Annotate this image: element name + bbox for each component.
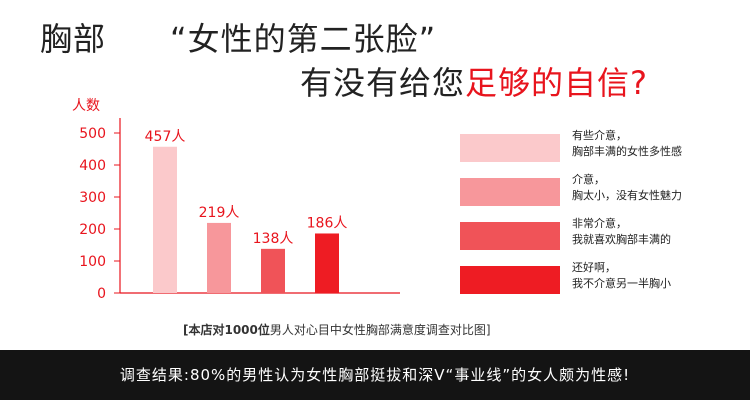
survey-result-banner: 调查结果:80%的男性认为女性胸部挺拔和深V“事业线”的女人颇为性感! (0, 350, 750, 400)
bar-chart: 人数 0 100 200 300 400 500 457人 219人 138人 186人 (72, 98, 400, 302)
y-tick-label: 400 (79, 158, 106, 174)
y-ticks: 0 100 200 300 400 500 (79, 126, 120, 302)
legend-line: 我不介意另一半胸小 (572, 277, 671, 290)
legend-line: 还好啊， (572, 261, 616, 274)
legend-text: 还好啊， 我不介意另一半胸小 (572, 260, 671, 292)
chart-caption: [本店对1000位男人对心目中女性胸部满意度调查对比图] (183, 321, 491, 338)
legend-line: 我就喜欢胸部丰满的 (572, 233, 671, 246)
legend-swatch (460, 266, 560, 294)
y-tick-label: 0 (97, 286, 106, 302)
bar-labels: 457人 219人 138人 186人 (145, 129, 348, 247)
bar-data-label: 457人 (145, 129, 186, 145)
legend-item: 介意， 胸太小，没有女性魅力 (460, 172, 750, 216)
bar (207, 222, 231, 293)
legend-text: 有些介意， 胸部丰满的女性多性感 (572, 128, 682, 160)
headline-question: 有没有给您足够的自信? (300, 58, 648, 104)
y-axis-label: 人数 (72, 98, 100, 114)
legend-swatch (460, 134, 560, 162)
headline-question-plain: 有没有给您 (300, 64, 466, 102)
legend-item: 有些介意， 胸部丰满的女性多性感 (460, 128, 750, 172)
legend-item: 非常介意， 我就喜欢胸部丰满的 (460, 216, 750, 260)
y-tick-label: 300 (79, 190, 106, 206)
legend-swatch (460, 222, 560, 250)
legend-swatch (460, 178, 560, 206)
legend-text: 介意， 胸太小，没有女性魅力 (572, 172, 682, 204)
y-tick-label: 200 (79, 222, 106, 238)
bar-data-label: 138人 (253, 231, 294, 247)
legend-item: 还好啊， 我不介意另一半胸小 (460, 260, 750, 304)
legend-line: 介意， (572, 173, 605, 186)
bar (153, 146, 177, 293)
y-tick-label: 100 (79, 254, 106, 270)
headline-title: 胸部 (40, 20, 107, 58)
legend-line: 有些介意， (572, 129, 627, 142)
legend-line: 非常介意， (572, 217, 627, 230)
headline-quote: “女性的第二张脸” (170, 20, 437, 58)
bar-data-label: 186人 (307, 215, 348, 231)
bar (315, 233, 339, 293)
headline: 胸部 “女性的第二张脸” 有没有给您足够的自信? (0, 0, 750, 110)
y-tick-label: 500 (79, 126, 106, 142)
legend-line: 胸太小，没有女性魅力 (572, 189, 682, 202)
caption-rest: 男人对心目中女性胸部满意度调查对比图] (269, 323, 491, 337)
bar (261, 248, 285, 293)
legend-line: 胸部丰满的女性多性感 (572, 145, 682, 158)
caption-bold: [本店对1000位 (183, 323, 270, 337)
bar-data-label: 219人 (199, 205, 240, 221)
legend-text: 非常介意， 我就喜欢胸部丰满的 (572, 216, 671, 248)
bars (153, 146, 339, 293)
headline-question-accent: 足够的自信? (465, 64, 649, 102)
